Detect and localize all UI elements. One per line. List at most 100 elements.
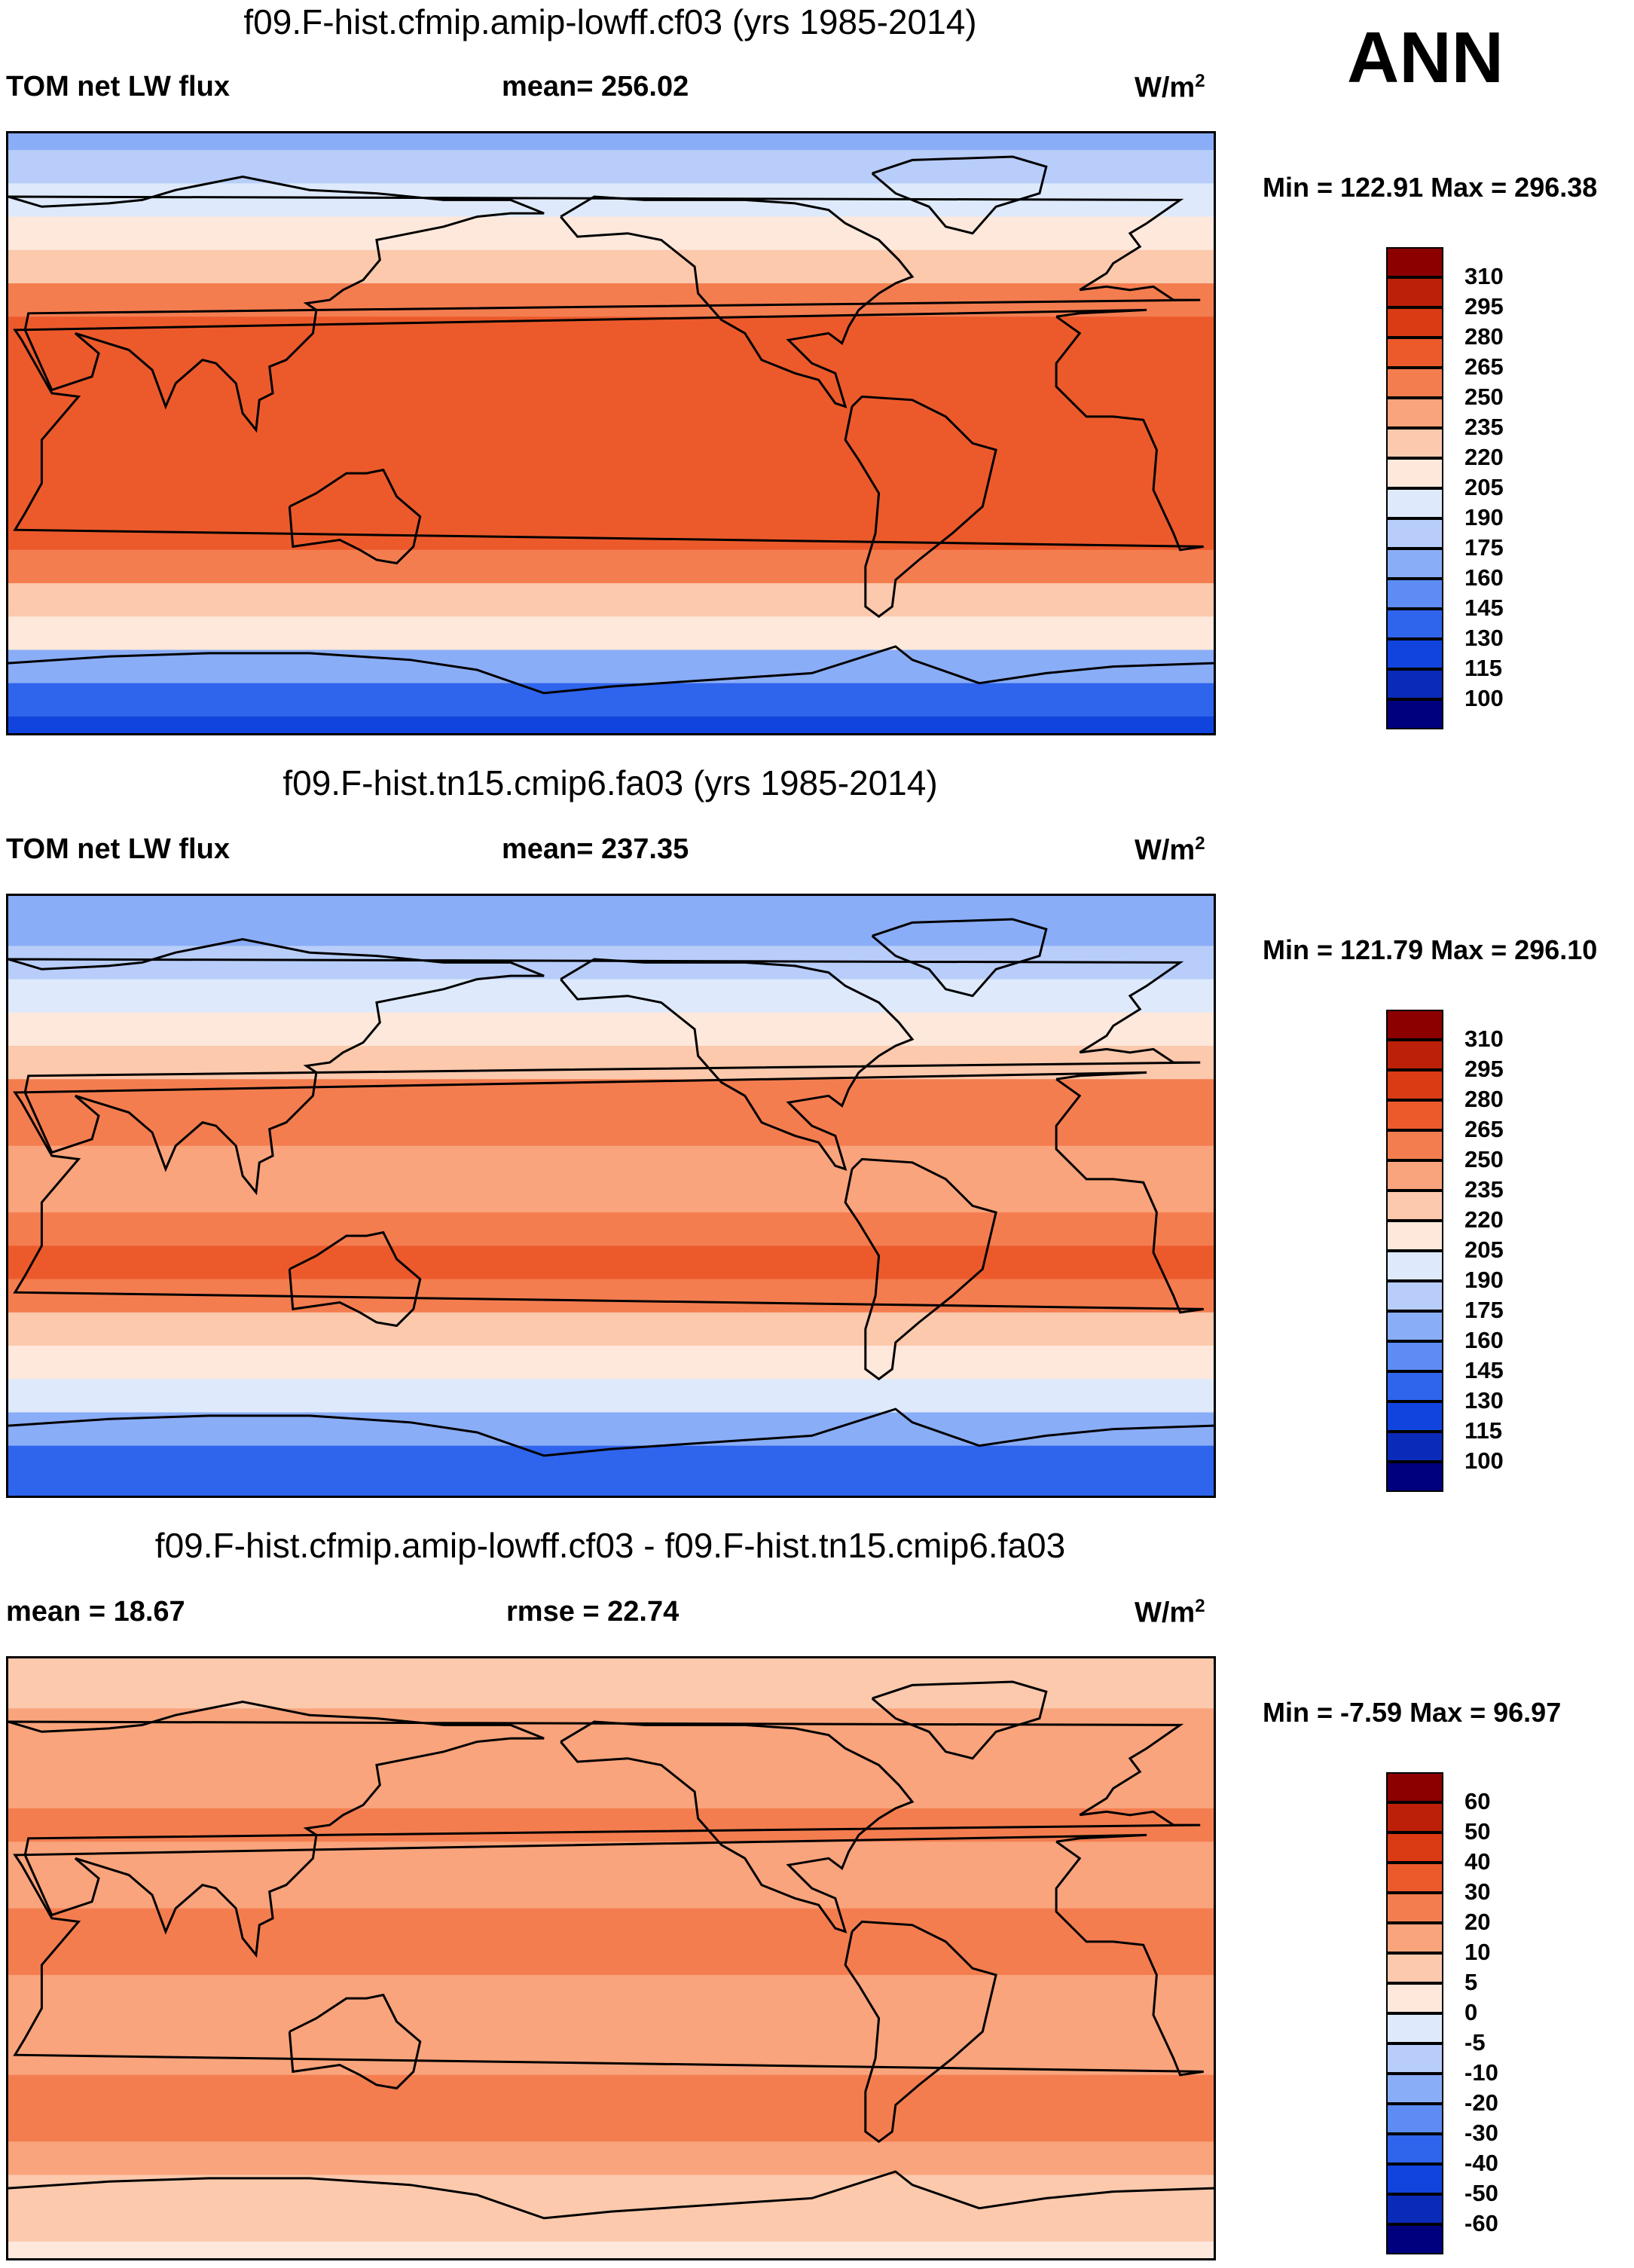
panel-2-colorbar-tick: 115 — [1464, 1417, 1503, 1444]
panel-3-rmse-label: rmse = 22.74 — [506, 1596, 680, 1628]
panel-2-coast-eurasia — [8, 937, 1201, 1196]
panel-1-colorbar-tick: 310 — [1464, 263, 1504, 289]
panel-1-band-lat-90 — [8, 133, 1214, 151]
panel-3-colorbar-tick: -5 — [1464, 2029, 1486, 2056]
panel-2-band-lat-50 — [8, 1012, 1214, 1047]
panel-1-coast-eurasia — [8, 175, 1201, 433]
panel-1-bands — [8, 133, 1214, 733]
panel-1-colorbar-box-6 — [1386, 518, 1443, 549]
panel-2-colorbar-box-3 — [1386, 1371, 1443, 1401]
panel-1-band-lat-50 — [8, 249, 1214, 284]
panel-2-coast-south-america — [844, 1157, 997, 1381]
panel-3-colorbar-tick: -30 — [1464, 2120, 1498, 2146]
panel-2-colorbar-box-10 — [1386, 1160, 1443, 1191]
panel-3-colorbar-tick: -20 — [1464, 2089, 1498, 2116]
panel-2-colorbar-tick: 205 — [1464, 1236, 1504, 1263]
panel-1-band-lat-80 — [8, 150, 1214, 184]
panel-2-coast-north-america — [560, 958, 915, 1171]
panel-3-map — [6, 1656, 1216, 2260]
panel-1-colorbar-tick: 115 — [1464, 655, 1503, 681]
panel-3-colorbar-box-5 — [1386, 2074, 1443, 2104]
panel-3-band-lat-20 — [8, 1875, 1214, 1909]
panel-3-coast-africa — [13, 1833, 1204, 2077]
panel-3-colorbar-box-11 — [1386, 1893, 1443, 1923]
panel-3-band-lat-50 — [8, 1774, 1214, 1809]
panel-3-colorbar-box-10 — [1386, 1923, 1443, 1953]
panel-3-bands — [8, 1658, 1214, 2258]
panel-3-map-svg — [8, 1658, 1214, 2258]
panel-1-coast-africa — [13, 308, 1204, 552]
panel-3-colorbar-box-15 — [1386, 1772, 1443, 1802]
panel-2-colorbar-box-7 — [1386, 1251, 1443, 1281]
panel-1-colorbar-box-8 — [1386, 458, 1443, 488]
panel-3-colorbar-box-7 — [1386, 2013, 1443, 2043]
panel-3-band-lat--50 — [8, 2108, 1214, 2142]
panel-1-minmax: Min = 122.91 Max = 296.38 — [1263, 172, 1598, 203]
panel-1-band-lat-10 — [8, 383, 1214, 417]
panel-3-units: W/m2 — [1135, 1596, 1205, 1629]
panel-1-colorbar-box-9 — [1386, 428, 1443, 458]
panel-2-colorbar-tick: 250 — [1464, 1146, 1504, 1172]
panel-2-colorbar-tick: 160 — [1464, 1327, 1504, 1353]
panel-1-band-lat--20 — [8, 483, 1214, 518]
panel-2-colorbar: 100 115 130 145 160 175 190 205 220 235 250 265 280 2… — [1386, 1010, 1567, 1492]
panel-2-band-lat--40 — [8, 1312, 1214, 1346]
panel-3-colorbar-box-1 — [1386, 2194, 1443, 2224]
panel-3-colorbar-tick: -60 — [1464, 2210, 1498, 2236]
panel-2-colorbar-box-14 — [1386, 1040, 1443, 1070]
panel-2-colorbar-tick: 100 — [1464, 1447, 1504, 1474]
panel-2-colorbar-tick: 190 — [1464, 1267, 1504, 1293]
panel-3-colorbar-tick: 50 — [1464, 1818, 1491, 1845]
panel-1-band-lat--80 — [8, 683, 1214, 717]
panel-3-colorbar-box-12 — [1386, 1863, 1443, 1893]
panel-1-coast-antarctica — [8, 645, 1214, 695]
panel-1-colorbar-box-7 — [1386, 488, 1443, 518]
panel-2-colorbar-box-4 — [1386, 1341, 1443, 1371]
panel-1-band-lat--60 — [8, 616, 1214, 650]
panel-1-colorbar-box-1 — [1386, 669, 1443, 699]
panel-2-colorbar-box-15 — [1386, 1010, 1443, 1040]
panel-1-band-lat-30 — [8, 316, 1214, 350]
panel-1-colorbar-tick: 250 — [1464, 384, 1504, 410]
panel-1-colorbar-tick: 160 — [1464, 564, 1504, 591]
panel-3-colorbar-tick: 40 — [1464, 1848, 1491, 1875]
panel-1-colorbar-box-11 — [1386, 368, 1443, 398]
panel-2-colorbar-box-5 — [1386, 1311, 1443, 1341]
panel-1-colorbar-tick: 220 — [1464, 444, 1504, 470]
panel-3-colorbar-tick: 60 — [1464, 1788, 1491, 1814]
panel-1-colorbar-tick: 280 — [1464, 323, 1504, 350]
panel-2-colorbar-box-8 — [1386, 1221, 1443, 1251]
panel-3-band-lat--10 — [8, 1975, 1214, 2009]
panel-2-variable-label: TOM net LW flux — [6, 833, 230, 865]
panel-1-colorbar-tick: 100 — [1464, 685, 1504, 711]
panel-2-title: f09.F-hist.tn15.cmip6.fa03 (yrs 1985-201… — [283, 763, 938, 802]
panel-2-colorbar-box-13 — [1386, 1070, 1443, 1100]
panel-2-coast-antarctica — [8, 1408, 1214, 1457]
panel-3-band-lat--90 — [8, 2241, 1214, 2258]
panel-3-colorbar-box-6 — [1386, 2043, 1443, 2074]
panel-1-colorbar-box-10 — [1386, 398, 1443, 428]
panel-1-colorbar-tick: 145 — [1464, 595, 1504, 621]
panel-3-band-lat--80 — [8, 2208, 1214, 2242]
panel-1-variable-label: TOM net LW flux — [6, 71, 230, 102]
panel-2-colorbar-tick: 310 — [1464, 1025, 1504, 1052]
panel-2-band-lat-90 — [8, 896, 1214, 913]
panel-2-colorbar-box-6 — [1386, 1281, 1443, 1311]
panel-3-colorbar-tick: -10 — [1464, 2059, 1498, 2086]
panel-1-colorbar-box-3 — [1386, 609, 1443, 639]
panel-3-coastlines — [8, 1680, 1214, 2220]
panel-3-colorbar-tick: 10 — [1464, 1939, 1491, 1965]
panel-2-coast-australia — [288, 1230, 422, 1328]
panel-1-colorbar-box-4 — [1386, 579, 1443, 609]
panel-3-colorbar-box-2 — [1386, 2164, 1443, 2194]
panel-1-coast-greenland — [871, 155, 1048, 235]
panel-1-title: f09.F-hist.cfmip.amip-lowff.cf03 (yrs 19… — [243, 2, 977, 41]
panel-3-colorbar-box-0 — [1386, 2224, 1443, 2254]
panel-2-colorbar-tick: 175 — [1464, 1297, 1504, 1323]
panel-1-band-lat-0 — [8, 416, 1214, 451]
panel-3-coast-greenland — [871, 1680, 1048, 1760]
panel-2-colorbar-tick: 220 — [1464, 1206, 1504, 1233]
panel-2-band-lat--10 — [8, 1212, 1214, 1246]
panel-1-mean-label: mean= 256.02 — [502, 71, 689, 102]
panel-2-band-lat-0 — [8, 1178, 1214, 1213]
